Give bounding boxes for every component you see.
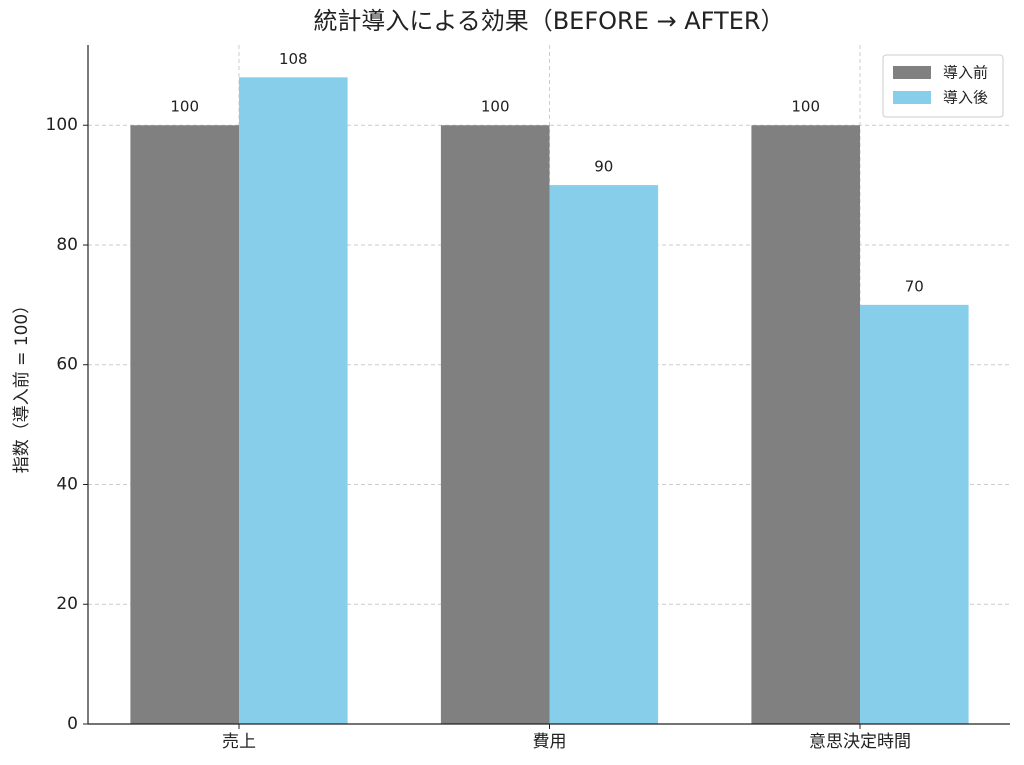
legend-label: 導入後 xyxy=(943,89,988,107)
bar xyxy=(549,185,659,725)
x-tick-label: 意思決定時間 xyxy=(809,732,911,752)
y-tick-label: 60 xyxy=(56,355,78,375)
y-tick-label: 0 xyxy=(67,714,78,734)
value-label: 70 xyxy=(905,277,924,295)
x-tick-label: 費用 xyxy=(533,732,567,752)
value-label: 90 xyxy=(594,158,613,176)
chart-title: 統計導入による効果（BEFORE → AFTER） xyxy=(313,7,784,35)
y-tick-label: 20 xyxy=(56,594,78,614)
value-label: 100 xyxy=(791,98,820,116)
x-tick-label: 売上 xyxy=(222,732,256,752)
legend-label: 導入前 xyxy=(943,64,988,82)
bar xyxy=(239,77,348,725)
value-label: 108 xyxy=(279,50,308,68)
y-tick-label: 80 xyxy=(56,235,78,255)
bar xyxy=(751,125,860,725)
y-tick-label: 100 xyxy=(46,115,78,135)
value-label: 100 xyxy=(170,98,199,116)
bars xyxy=(130,77,969,725)
legend-swatch xyxy=(893,91,931,104)
bar xyxy=(860,304,969,724)
bar xyxy=(130,125,239,725)
y-tick-label: 40 xyxy=(56,474,78,494)
y-axis-label: 指数（導入前 = 100） xyxy=(12,297,32,474)
legend-swatch xyxy=(893,66,931,79)
bar xyxy=(440,125,550,725)
value-label: 100 xyxy=(481,98,510,116)
